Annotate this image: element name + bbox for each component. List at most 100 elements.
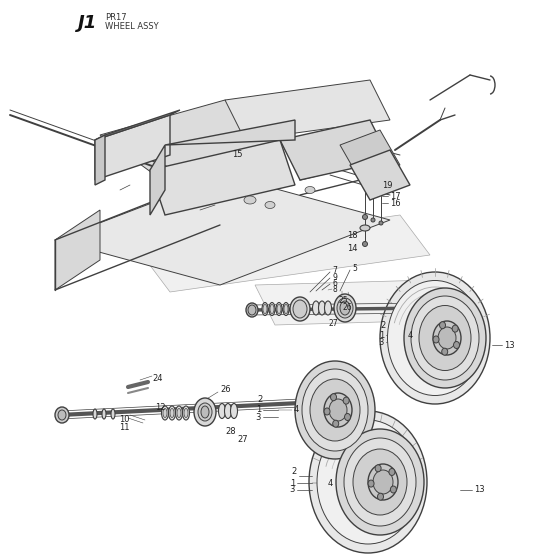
Ellipse shape xyxy=(329,399,347,421)
Polygon shape xyxy=(55,210,100,290)
Ellipse shape xyxy=(317,420,419,544)
Ellipse shape xyxy=(262,302,268,315)
Ellipse shape xyxy=(319,301,325,315)
Ellipse shape xyxy=(111,409,115,419)
Text: 4: 4 xyxy=(408,330,413,339)
Ellipse shape xyxy=(302,369,368,451)
Ellipse shape xyxy=(379,221,383,225)
Text: 12: 12 xyxy=(155,404,166,413)
Ellipse shape xyxy=(344,413,351,421)
Text: 2: 2 xyxy=(292,466,297,475)
Text: 4: 4 xyxy=(294,405,299,414)
Ellipse shape xyxy=(276,302,282,315)
Polygon shape xyxy=(100,100,280,175)
Text: 13: 13 xyxy=(504,340,515,349)
Ellipse shape xyxy=(283,302,289,315)
Ellipse shape xyxy=(368,480,374,487)
Ellipse shape xyxy=(362,214,367,220)
Ellipse shape xyxy=(330,394,337,401)
Ellipse shape xyxy=(438,327,456,349)
Ellipse shape xyxy=(433,321,461,355)
Text: 17: 17 xyxy=(390,192,400,200)
Text: 27: 27 xyxy=(237,436,248,445)
Text: 18: 18 xyxy=(347,231,358,240)
Ellipse shape xyxy=(198,403,212,421)
Ellipse shape xyxy=(360,225,370,231)
Polygon shape xyxy=(95,135,105,185)
Ellipse shape xyxy=(93,409,97,419)
Ellipse shape xyxy=(373,470,393,494)
Text: J1: J1 xyxy=(78,14,97,32)
Ellipse shape xyxy=(194,398,216,426)
Ellipse shape xyxy=(170,408,174,418)
Ellipse shape xyxy=(452,325,458,332)
Ellipse shape xyxy=(163,408,167,418)
Text: 1: 1 xyxy=(379,330,384,339)
Ellipse shape xyxy=(336,429,424,535)
Text: 28: 28 xyxy=(225,427,236,436)
Ellipse shape xyxy=(218,404,226,418)
Ellipse shape xyxy=(334,294,356,322)
Ellipse shape xyxy=(177,408,181,418)
Ellipse shape xyxy=(353,449,407,515)
Ellipse shape xyxy=(184,408,188,418)
Text: 1: 1 xyxy=(256,405,261,414)
Ellipse shape xyxy=(263,305,267,314)
Ellipse shape xyxy=(270,305,274,314)
Ellipse shape xyxy=(309,411,427,553)
Ellipse shape xyxy=(324,408,330,415)
Ellipse shape xyxy=(371,218,375,222)
Ellipse shape xyxy=(442,348,447,355)
Ellipse shape xyxy=(295,361,375,459)
Ellipse shape xyxy=(362,241,367,246)
Text: 7: 7 xyxy=(332,265,337,274)
Text: 19: 19 xyxy=(382,180,393,189)
Text: 3: 3 xyxy=(379,338,384,347)
Ellipse shape xyxy=(183,406,189,420)
Ellipse shape xyxy=(293,300,307,318)
Ellipse shape xyxy=(440,321,446,329)
Polygon shape xyxy=(165,120,295,145)
Ellipse shape xyxy=(324,393,352,427)
Ellipse shape xyxy=(175,406,183,420)
Text: 25: 25 xyxy=(338,296,348,305)
Text: 3: 3 xyxy=(290,486,295,494)
Ellipse shape xyxy=(388,281,483,395)
Ellipse shape xyxy=(290,297,310,321)
Text: 4: 4 xyxy=(328,478,333,488)
Text: 3: 3 xyxy=(255,413,261,422)
Ellipse shape xyxy=(368,464,398,500)
Ellipse shape xyxy=(248,305,256,315)
Polygon shape xyxy=(255,280,450,325)
Ellipse shape xyxy=(404,288,486,388)
Ellipse shape xyxy=(277,305,281,314)
Text: 27: 27 xyxy=(328,319,338,328)
Ellipse shape xyxy=(380,272,490,404)
Text: 8: 8 xyxy=(332,284,337,293)
Text: WHEEL ASSY: WHEEL ASSY xyxy=(105,22,158,31)
Ellipse shape xyxy=(344,438,416,526)
Text: 11: 11 xyxy=(119,423,130,432)
Ellipse shape xyxy=(284,305,288,314)
Ellipse shape xyxy=(454,342,460,348)
Ellipse shape xyxy=(305,186,315,194)
Text: 1: 1 xyxy=(290,478,295,488)
Text: 2: 2 xyxy=(258,394,263,404)
Text: 16: 16 xyxy=(390,198,400,208)
Text: 24: 24 xyxy=(152,374,162,382)
Text: 14: 14 xyxy=(348,244,358,253)
Polygon shape xyxy=(150,145,165,215)
Ellipse shape xyxy=(246,303,258,317)
Polygon shape xyxy=(55,175,390,285)
Ellipse shape xyxy=(377,493,384,500)
Text: 13: 13 xyxy=(474,486,484,494)
Ellipse shape xyxy=(169,406,175,420)
Ellipse shape xyxy=(225,404,231,418)
Ellipse shape xyxy=(343,397,349,404)
Ellipse shape xyxy=(102,409,106,419)
Ellipse shape xyxy=(244,196,256,204)
Text: 26: 26 xyxy=(220,385,231,394)
Polygon shape xyxy=(340,130,400,180)
Polygon shape xyxy=(95,110,180,140)
Text: 5: 5 xyxy=(352,264,357,273)
